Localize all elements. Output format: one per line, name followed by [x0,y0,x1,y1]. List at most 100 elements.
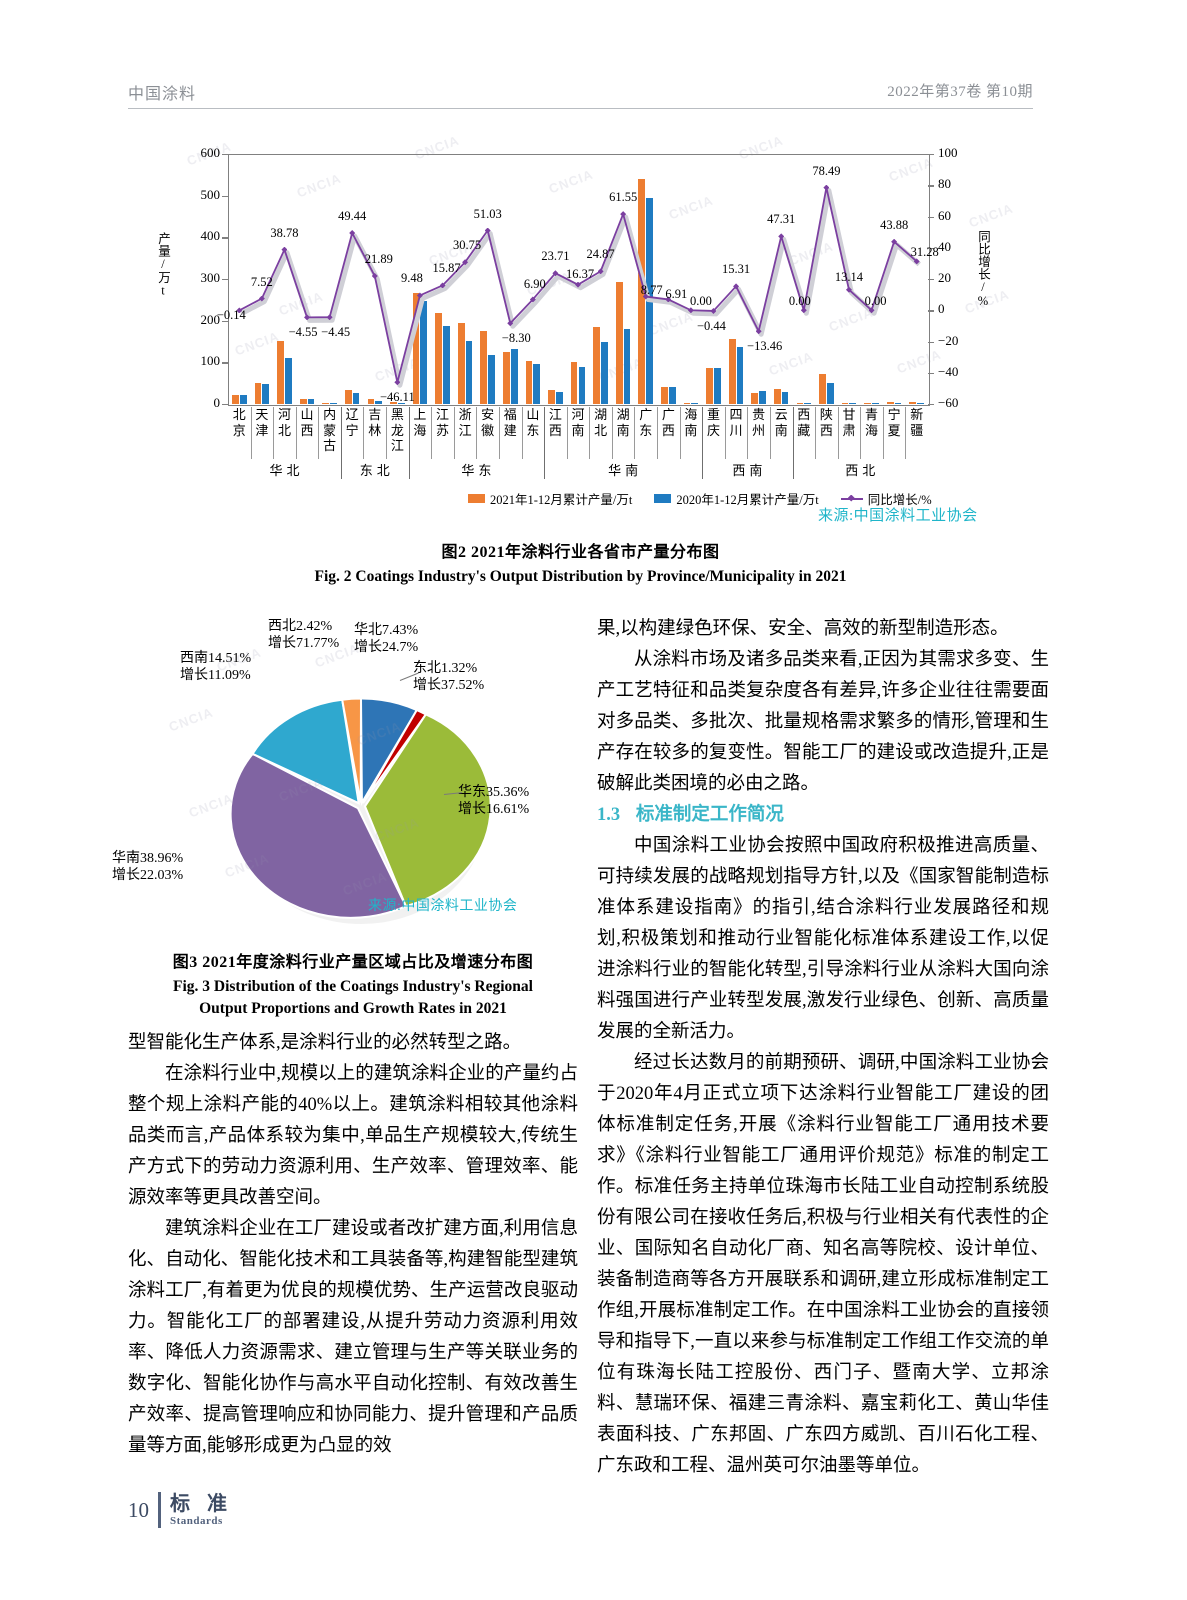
bar-2020 [826,382,834,404]
figure-3-caption-cn: 图3 2021年度涂料行业产量区域占比及增速分布图 [172,954,534,971]
bar-2021 [480,330,488,404]
bar-2021 [615,281,623,404]
bar-2020 [781,391,789,404]
bar-2021 [277,341,284,404]
bar-2021 [548,389,555,404]
bar-2020 [555,391,563,404]
growth-label: 61.55 [609,190,638,205]
bar-2021 [525,361,533,404]
y2-axis-tick-mark [928,185,934,187]
y2-axis-tick-mark [928,154,934,156]
x-axis-category: 四川 [729,407,743,438]
x-axis-separator [882,407,884,459]
y-axis-tick-mark [222,362,228,364]
growth-point [507,320,514,327]
x-axis-category: 浙江 [458,407,472,438]
figure-3-source: 来源:中国涂料工业协会 [368,899,518,914]
bar-2020 [465,341,473,404]
y-axis-tick: 300 [200,270,221,285]
y2-axis-tick: 80 [938,176,951,192]
x-axis-separator [815,407,817,459]
watermark: CNCIA [186,790,236,821]
x-axis-category: 黑龙江 [390,407,404,453]
growth-point [529,296,536,303]
x-axis-category: 天津 [255,407,269,438]
growth-point [281,246,288,253]
region-label: 西南 [732,463,767,478]
x-axis-category: 湖南 [616,407,630,438]
growth-label: 21.89 [364,252,393,267]
legend-item-growth: 同比增长/% [840,489,932,508]
y2-axis-tick: 60 [938,207,951,223]
y2-axis-tick-mark [928,247,934,250]
x-axis-category: 江西 [548,407,562,438]
x-axis-separator [860,407,862,459]
x-axis-category: 上海 [413,407,427,438]
x-axis-category: 西藏 [797,407,811,438]
x-axis-category: 山西 [300,407,314,438]
x-axis-separator [273,407,275,459]
right-paragraph-2: 从涂料市场及诸多品类来看,正因为其需求多变、生产工艺特征和品类复杂度各有差异,许… [597,650,1049,794]
pie-label-growth: 增长37.52% [413,678,485,693]
section-number: 1.3 [597,805,621,825]
growth-label: 24.87 [586,247,615,262]
growth-point [349,230,356,236]
bar-2020 [759,390,766,404]
pie-svg [229,697,492,924]
x-axis-category: 陕西 [819,407,833,438]
growth-label: 23.71 [541,249,570,264]
pie-label-growth: 增长71.77% [268,636,340,651]
bar-2021 [435,313,442,404]
y-axis-tick-mark [222,237,228,239]
bar-2020 [533,364,541,404]
growth-point [642,293,649,300]
region-label: 西北 [845,463,880,478]
y2-axis-tick-mark [928,341,934,343]
pie-label-growth: 增长11.09% [180,668,251,683]
x-axis-category: 广西 [661,407,675,438]
y2-axis-tick-mark [928,310,934,312]
x-axis-separator [905,407,907,459]
y-axis-tick-mark [222,195,228,198]
x-axis-category: 重庆 [706,407,720,438]
growth-label: 8.77 [640,282,663,297]
bar-2021 [344,389,352,404]
bar-2020 [691,403,699,404]
pie-label-growth: 增长16.61% [458,802,530,817]
bar-2020 [601,342,608,404]
legend-item-2020: 2020年1-12月累计产量/万t [654,489,819,508]
region-label: 华北 [269,463,304,478]
bar-2021 [706,367,713,404]
left-column: 型智能化生产体系,是涂料行业的必然转型之路。 在涂料行业中,规模以上的建筑涂料企… [128,1028,578,1462]
bar-2020 [917,402,924,404]
growth-point [416,292,423,299]
right-paragraph-1: 果,以构建绿色环保、安全、高效的新型制造形态。 [597,619,1009,639]
growth-point [800,307,807,314]
x-axis-separator [453,407,455,459]
growth-label: 31.28 [910,245,939,260]
pie-label: 西南14.51% 增长11.09% [180,650,251,684]
growth-point [845,286,852,293]
bar-2021 [299,399,307,404]
y2-axis-tick-mark [928,372,934,375]
bar-2020 [713,367,721,404]
growth-point [823,184,830,191]
x-axis-category: 贵州 [752,407,766,438]
bar-2020 [420,300,428,404]
growth-label: 0.00 [788,294,811,309]
right-column: 果,以构建绿色环保、安全、高效的新型制造形态。 从涂料市场及诸多品类来看,正因为… [597,614,1049,1482]
legend-label-2020: 2020年1-12月累计产量/万t [676,493,819,507]
x-axis-separator [837,407,839,459]
bar-2020 [668,386,676,404]
growth-label: −8.30 [501,331,531,346]
growth-point [778,233,785,240]
growth-label: 30.75 [453,238,482,253]
legend-item-2021: 2021年1-12月累计产量/万t [468,489,632,508]
bar-2021 [661,387,668,404]
bar-2021 [570,361,578,404]
journal-name: 中国涂料 [128,86,197,103]
pie-label-share: 西北2.42% [268,619,333,634]
growth-label: 0.00 [689,294,712,309]
bar-2020 [284,357,292,404]
region-separator [792,407,794,479]
